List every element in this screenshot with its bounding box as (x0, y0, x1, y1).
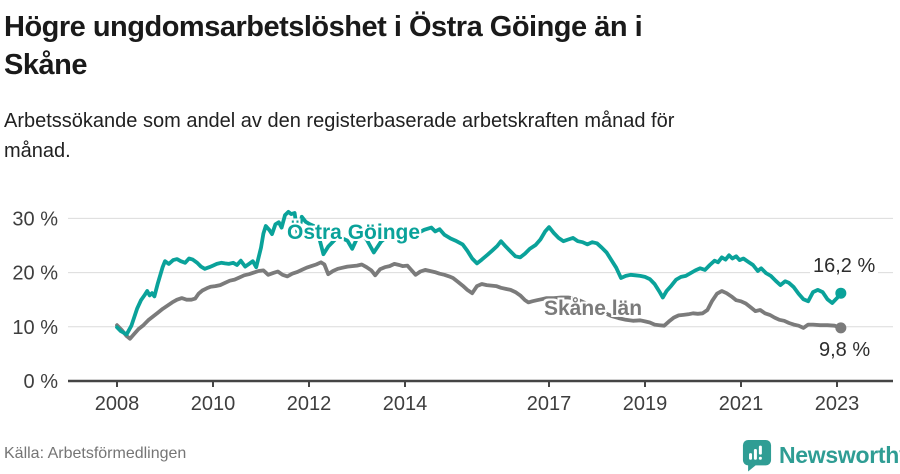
end-value-label-ostra-goinge: 16,2 % (810, 255, 879, 278)
series-line-1 (115, 260, 843, 341)
source-note: Källa: Arbetsförmedlingen (4, 445, 187, 462)
newsworthy-logo-text: Newsworthy (779, 442, 900, 468)
page-title: Högre ungdomsarbetslöshet i Östra Göinge… (4, 8, 864, 84)
newsworthy-brand: Newsworthy (742, 439, 900, 472)
x-tick-label: 2023 (815, 393, 860, 415)
page-title-line2: Skåne (4, 49, 87, 81)
y-tick-label: 20 % (12, 263, 58, 285)
x-tick-label: 2010 (191, 393, 236, 415)
chart-subtitle-line2: månad. (4, 140, 71, 162)
series-label-skane-lan: Skåne län (544, 297, 643, 320)
x-tick-label: 2021 (719, 393, 764, 415)
x-tick-label: 2012 (287, 393, 332, 415)
y-tick-label: 0 % (24, 371, 59, 393)
x-tick-label: 2017 (527, 393, 572, 415)
x-tick-label: 2014 (383, 393, 428, 415)
x-tick-label: 2008 (95, 393, 140, 415)
x-tick-label: 2019 (623, 393, 668, 415)
page-title-line1: Högre ungdomsarbetslöshet i Östra Göinge… (4, 11, 643, 43)
series-end-dot-1 (835, 322, 847, 334)
series-end-dot-0 (835, 287, 847, 299)
chart-subtitle: Arbetssökande som andel av den registerb… (4, 106, 824, 166)
y-tick-label: 30 % (12, 208, 58, 230)
end-value-label-skane-lan: 9,8 % (816, 339, 874, 362)
chart-subtitle-line1: Arbetssökande som andel av den registerb… (4, 110, 675, 132)
y-tick-label: 10 % (12, 317, 58, 339)
series-line-0 (115, 209, 843, 337)
newsworthy-logo-icon (742, 440, 772, 472)
series-label-ostra-goinge: Östra Göinge (287, 221, 421, 244)
